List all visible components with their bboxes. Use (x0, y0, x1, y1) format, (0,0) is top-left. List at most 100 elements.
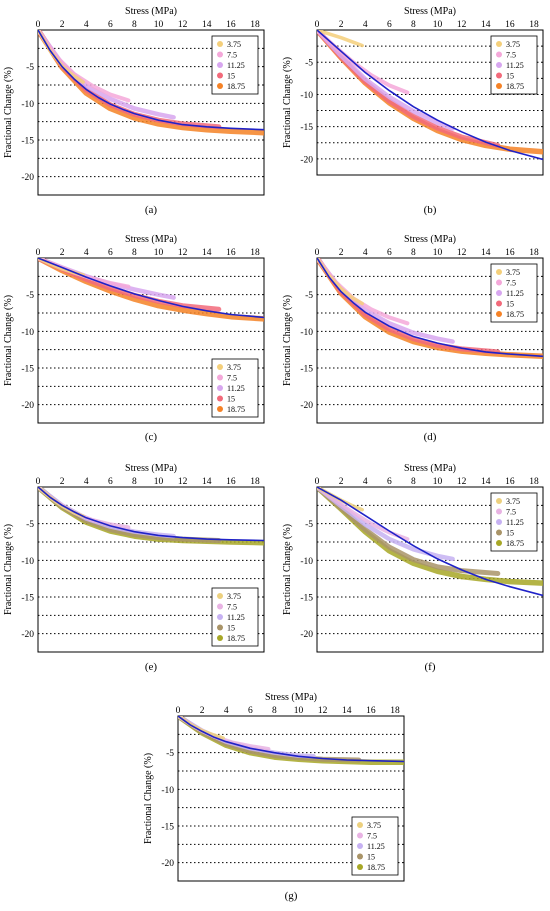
x-tick-label: 8 (132, 20, 137, 30)
y-axis-label: Fractional Change (%) (3, 295, 14, 386)
chart-panel-d: 0 2 4 6 8 10 12 14 16 18 -5 -10 -15 -20 Stress (MPa) Fr… (282, 234, 544, 443)
legend-marker (357, 864, 363, 870)
x-axis-label: Stress (MPa) (404, 6, 456, 17)
y-tick-label: -5 (305, 59, 313, 69)
legend-label: 7.5 (506, 51, 516, 60)
x-axis-label: Stress (MPa) (125, 234, 177, 245)
legend-label: 11.25 (227, 384, 245, 393)
x-tick-label: 18 (250, 248, 260, 258)
legend-marker (496, 269, 502, 275)
x-tick-label: 8 (411, 20, 416, 30)
x-tick-label: 18 (250, 20, 260, 30)
y-axis-label: Fractional Change (%) (3, 67, 14, 158)
fit-line (38, 30, 264, 131)
legend-label: 18.75 (227, 82, 245, 91)
y-tick-label: -15 (300, 365, 313, 375)
series-line (38, 258, 264, 322)
chart-panel-b: 0 2 4 6 8 10 12 14 16 18 -5 -10 -15 -20 Stress (MPa) Fr… (282, 6, 544, 216)
x-tick-label: 10 (154, 20, 164, 30)
x-tick-label: 6 (248, 706, 253, 716)
series-line (317, 258, 364, 306)
chart-panel-a: 0 2 4 6 8 10 12 14 16 18 -5 -10 -15 -20 Stress (MPa) Fr… (3, 6, 265, 216)
x-tick-label: 0 (36, 248, 41, 258)
x-tick-label: 6 (387, 248, 392, 258)
legend-label: 15 (227, 72, 235, 81)
y-tick-label: -20 (21, 630, 34, 640)
x-tick-label: 6 (108, 248, 113, 258)
x-tick-label: 18 (529, 248, 539, 258)
panel-caption: (a) (145, 204, 158, 216)
legend-marker (217, 385, 223, 391)
x-tick-label: 14 (481, 248, 491, 258)
legend-marker (217, 603, 223, 610)
legend-label: 3.75 (506, 40, 520, 49)
series-line (38, 30, 222, 130)
x-tick-label: 2 (60, 248, 65, 258)
legend-marker (357, 832, 363, 839)
legend-marker (496, 300, 502, 307)
legend-marker (217, 635, 223, 641)
legend-label: 11.25 (506, 61, 524, 70)
panel-caption: (f) (425, 661, 436, 673)
x-tick-label: 14 (342, 706, 352, 716)
legend-label: 3.75 (367, 821, 381, 830)
x-axis-label: Stress (MPa) (265, 692, 317, 703)
x-tick-label: 14 (202, 477, 212, 487)
x-tick-label: 12 (178, 20, 188, 30)
x-axis-label: Stress (MPa) (125, 6, 177, 17)
legend-marker (496, 311, 502, 317)
legend-label: 18.75 (506, 539, 524, 548)
legend-marker (217, 72, 223, 79)
plot-frame (316, 29, 544, 176)
series-line (38, 258, 222, 312)
legend-label: 7.5 (227, 51, 237, 60)
x-tick-label: 6 (108, 477, 113, 487)
series-line (317, 258, 501, 355)
x-tick-label: 10 (433, 477, 443, 487)
x-tick-label: 10 (433, 20, 443, 30)
legend-marker (496, 83, 502, 89)
legend-label: 7.5 (506, 279, 516, 288)
y-axis-label: Fractional Change (%) (282, 57, 293, 148)
y-axis-label: Fractional Change (%) (143, 753, 154, 844)
legend-marker (217, 374, 223, 381)
y-tick-label: -5 (26, 291, 34, 301)
x-tick-label: 8 (132, 477, 137, 487)
y-axis-label: Fractional Change (%) (3, 524, 14, 615)
x-tick-label: 4 (84, 248, 89, 258)
series-line (317, 30, 501, 148)
legend-marker (496, 72, 502, 79)
legend-label: 18.75 (227, 634, 245, 643)
x-tick-label: 14 (481, 477, 491, 487)
x-tick-label: 2 (339, 477, 344, 487)
x-tick-label: 4 (363, 20, 368, 30)
y-tick-label: -20 (161, 859, 174, 869)
legend-marker (217, 51, 223, 58)
legend-label: 7.5 (227, 603, 237, 612)
x-tick-label: 4 (224, 706, 229, 716)
legend-marker (217, 62, 223, 68)
legend-label: 7.5 (506, 508, 516, 517)
legend-marker (217, 395, 223, 402)
x-tick-label: 6 (387, 477, 392, 487)
x-tick-label: 2 (60, 477, 65, 487)
y-tick-label: -10 (300, 557, 313, 567)
legend-marker (496, 529, 502, 536)
y-tick-label: -15 (300, 123, 313, 133)
x-tick-label: 0 (315, 248, 320, 258)
panel-caption: (g) (285, 890, 298, 902)
x-tick-label: 18 (529, 477, 539, 487)
x-tick-label: 4 (84, 20, 89, 30)
y-tick-label: -20 (300, 630, 313, 640)
x-tick-label: 0 (176, 706, 181, 716)
y-tick-label: -15 (21, 137, 34, 147)
x-tick-label: 2 (339, 20, 344, 30)
x-tick-label: 14 (202, 20, 212, 30)
x-tick-label: 12 (457, 248, 467, 258)
